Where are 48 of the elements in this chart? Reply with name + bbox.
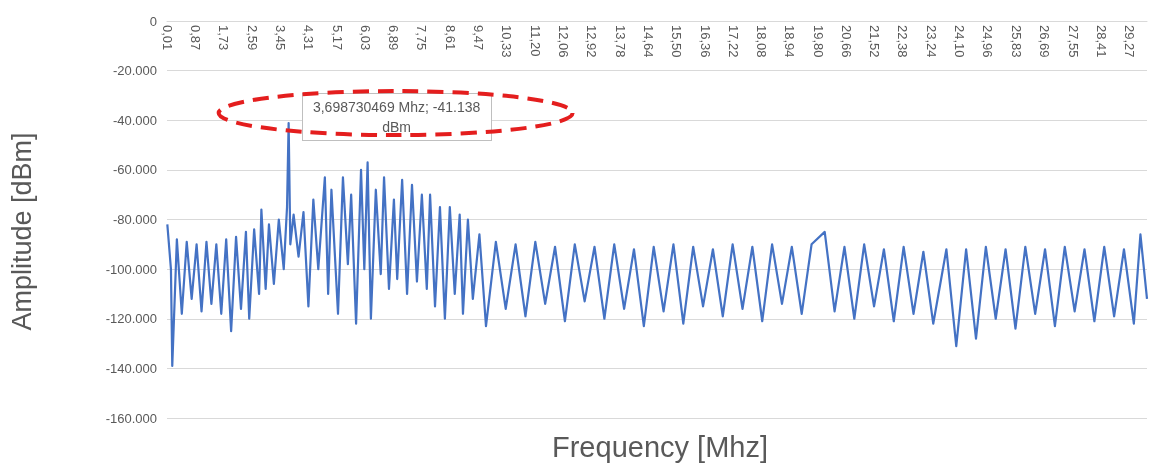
y-tick-label: -60.000 (112, 162, 157, 178)
line-series (166, 121, 1149, 367)
x-tick-label: 1,73 (216, 25, 232, 51)
x-tick-label: 22,38 (895, 25, 911, 58)
x-tick-label: 24,10 (952, 25, 968, 58)
x-tick-label: 19,80 (810, 25, 826, 58)
x-tick-label: 24,96 (980, 25, 996, 58)
x-tick-label: 2,59 (244, 25, 260, 51)
y-tick-label: -160.000 (105, 410, 157, 426)
x-tick-label: 27,55 (1065, 25, 1081, 58)
x-tick-label: 21,52 (867, 25, 883, 58)
y-tick-label: 0 (149, 13, 157, 29)
x-tick-label: 4,31 (301, 25, 317, 51)
y-tick-label: -120.000 (105, 311, 157, 327)
x-tick-label: 0,87 (188, 25, 204, 51)
x-tick-label: 18,08 (754, 25, 770, 58)
x-tick-label: 26,69 (1037, 25, 1053, 58)
x-tick-label: 10,33 (499, 25, 515, 58)
x-tick-label: 8,61 (442, 25, 458, 51)
y-tick-label: -40.000 (112, 112, 157, 128)
x-tick-label: 28,41 (1093, 25, 1109, 58)
x-tick-label: 9,47 (470, 25, 486, 51)
x-tick-label: 3,45 (272, 25, 288, 51)
x-tick-label: 13,78 (612, 25, 628, 58)
y-axis-title: Amplitude [dBm] (6, 132, 37, 331)
x-tick-label: 16,36 (697, 25, 713, 58)
annotation: 3,698730469 Mhz; -41.138 dBm (301, 93, 492, 142)
x-tick-label: 14,64 (640, 25, 656, 58)
x-tick-label: 25,83 (1008, 25, 1024, 58)
y-tick-label: -100.000 (105, 261, 157, 277)
x-tick-label: 0,01 (159, 25, 175, 51)
x-axis-title: Frequency [Mhz] (552, 430, 768, 463)
y-tick-label: -20.000 (112, 63, 157, 79)
y-tick-label: -80.000 (112, 212, 157, 227)
x-tick-label: 6,89 (386, 25, 402, 51)
x-tick-label: 29,27 (1122, 25, 1138, 58)
x-tick-label: 7,75 (414, 25, 430, 51)
x-tick-label: 12,92 (584, 25, 600, 58)
x-tick-label: 11,20 (527, 25, 543, 57)
x-tick-label: 17,22 (725, 25, 741, 58)
x-tick-label: 12,06 (556, 25, 572, 58)
x-tick-label: 6,03 (357, 25, 373, 51)
x-tick-label: 5,17 (329, 25, 345, 51)
x-tick-label: 23,24 (923, 25, 939, 58)
x-tick-label: 18,94 (782, 25, 798, 58)
y-tick-label: -140.000 (105, 360, 157, 376)
x-tick-label: 15,50 (669, 25, 685, 58)
x-tick-label: 20,66 (838, 25, 854, 58)
